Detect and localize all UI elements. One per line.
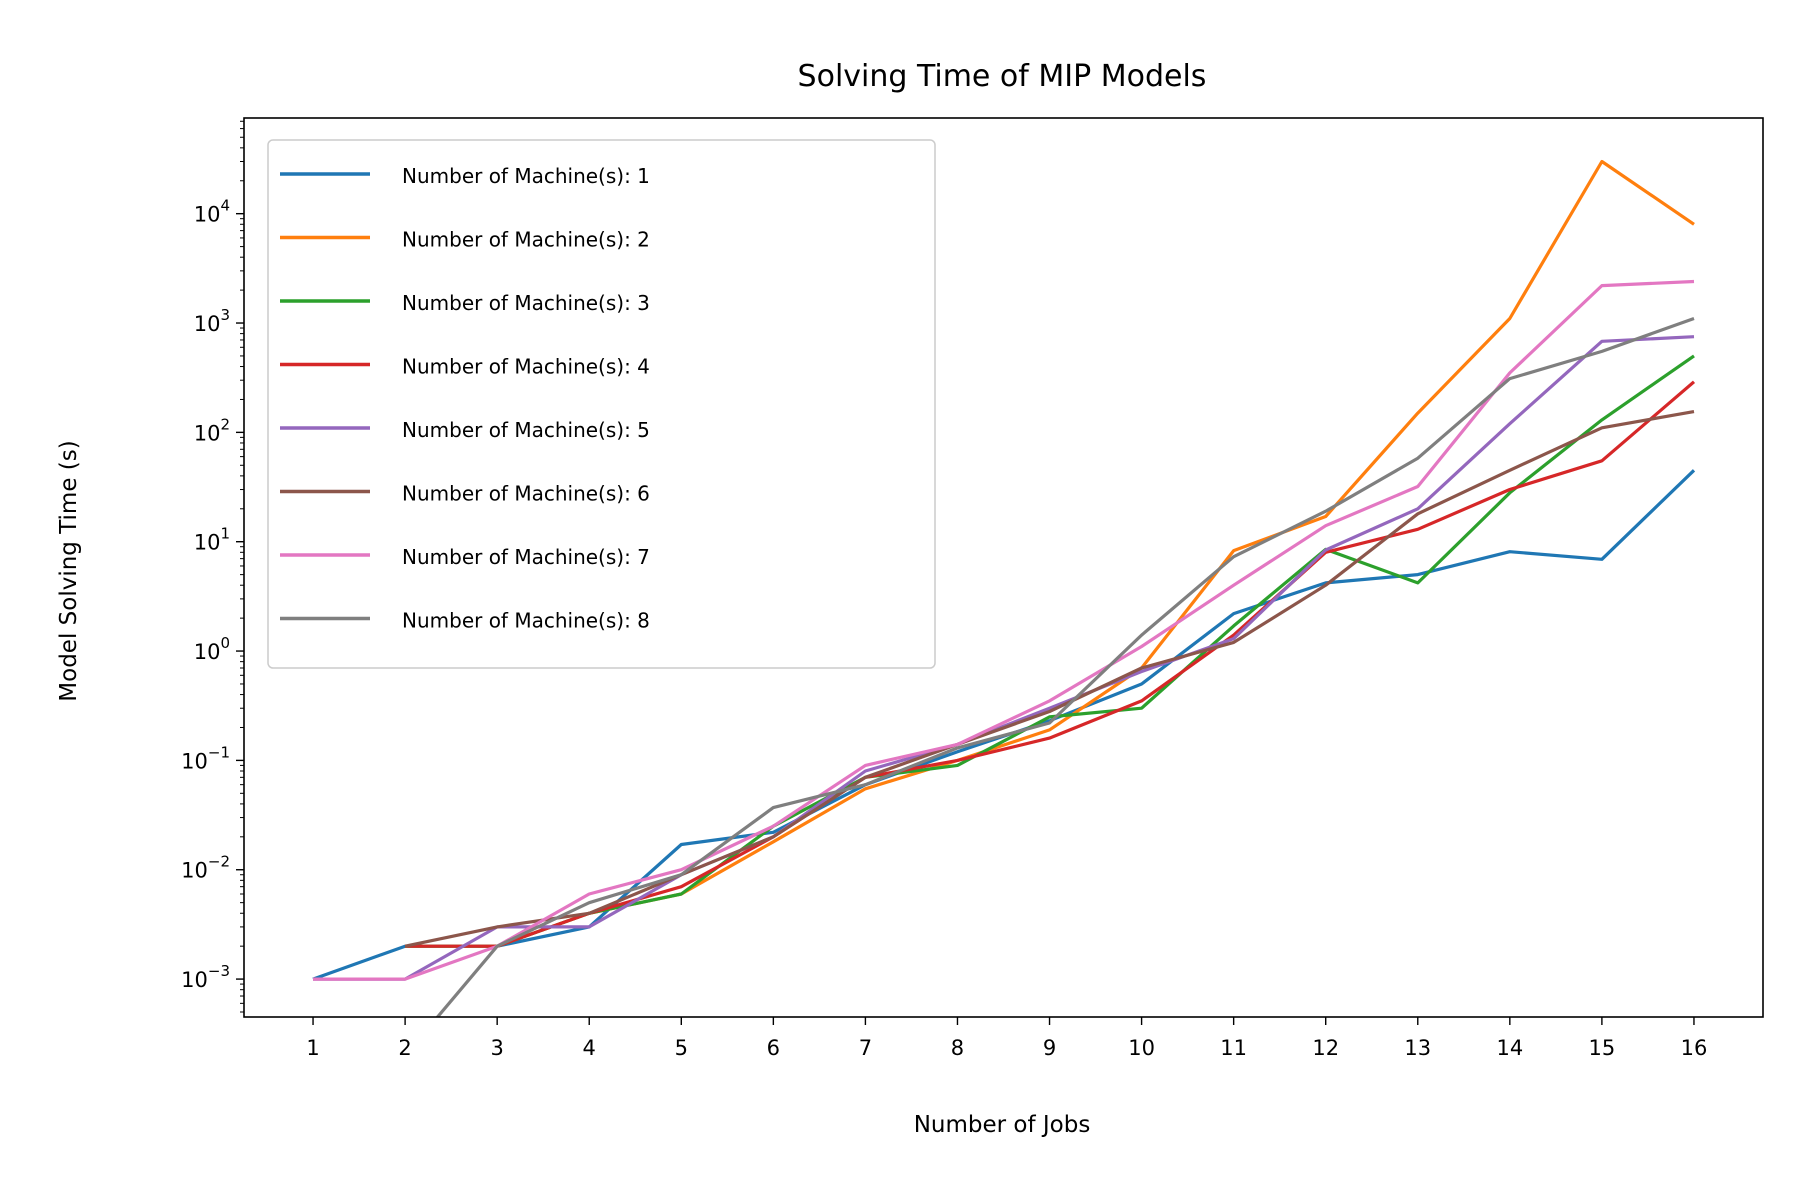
legend-label-3: Number of Machine(s): 3 — [402, 291, 650, 315]
y-tick-label: 10−2 — [181, 853, 230, 883]
x-tick-label: 13 — [1404, 1036, 1431, 1060]
legend-label-4: Number of Machine(s): 4 — [402, 355, 650, 379]
x-tick-label: 8 — [951, 1036, 964, 1060]
x-tick-label: 16 — [1681, 1036, 1708, 1060]
x-tick-label: 6 — [767, 1036, 780, 1060]
x-tick-label: 14 — [1496, 1036, 1523, 1060]
legend: Number of Machine(s): 1 Number of Machine… — [267, 139, 936, 669]
series-line-4 — [405, 380, 1696, 948]
x-axis-ticks: 1 2 3 4 5 6 7 8 9 10 11 12 13 14 15 16 — [306, 1017, 1707, 1060]
x-tick-label: 2 — [398, 1036, 411, 1060]
chart-title: Solving Time of MIP Models — [798, 59, 1207, 94]
legend-label-6: Number of Machine(s): 6 — [402, 482, 650, 506]
x-axis-label: Number of Jobs — [914, 1112, 1091, 1138]
y-tick-label: 102 — [194, 415, 230, 445]
axes-frame — [243, 117, 1764, 1018]
x-tick-label: 5 — [675, 1036, 688, 1060]
plot-area: 1 2 3 4 5 6 7 8 9 10 11 12 13 14 15 1610−310−210−110010… — [181, 117, 1764, 1060]
x-tick-label: 11 — [1220, 1036, 1247, 1060]
series-line-8 — [435, 316, 1695, 1017]
series-lines — [312, 159, 1696, 1017]
x-tick-label: 3 — [490, 1036, 503, 1060]
legend-label-2: Number of Machine(s): 2 — [402, 228, 650, 252]
y-tick-label: 101 — [194, 525, 230, 555]
x-tick-label: 12 — [1312, 1036, 1339, 1060]
y-axis-label: Model Solving Time (s) — [56, 440, 82, 701]
y-tick-label: 104 — [194, 197, 230, 227]
legend-label-5: Number of Machine(s): 5 — [402, 418, 650, 442]
x-tick-label: 9 — [1043, 1036, 1056, 1060]
x-tick-label: 10 — [1128, 1036, 1155, 1060]
legend-label-8: Number of Machine(s): 8 — [402, 609, 650, 633]
y-tick-label: 10−1 — [181, 743, 230, 773]
x-tick-label: 4 — [583, 1036, 596, 1060]
legend-label-7: Number of Machine(s): 7 — [402, 545, 650, 569]
y-tick-label: 10−3 — [181, 962, 230, 992]
x-tick-label: 15 — [1589, 1036, 1616, 1060]
x-tick-label: 1 — [306, 1036, 319, 1060]
y-tick-label: 100 — [194, 634, 230, 664]
series-line-6 — [404, 410, 1695, 948]
y-axis-ticks: 10−3 10−2 10−1 100 101 102 103 104 — [181, 120, 244, 1013]
y-tick-label: 103 — [194, 306, 230, 336]
series-line-7 — [313, 279, 1695, 981]
legend-box — [267, 139, 936, 669]
x-tick-label: 7 — [859, 1036, 872, 1060]
series-line-3 — [405, 354, 1695, 948]
legend-label-1: Number of Machine(s): 1 — [402, 164, 650, 188]
